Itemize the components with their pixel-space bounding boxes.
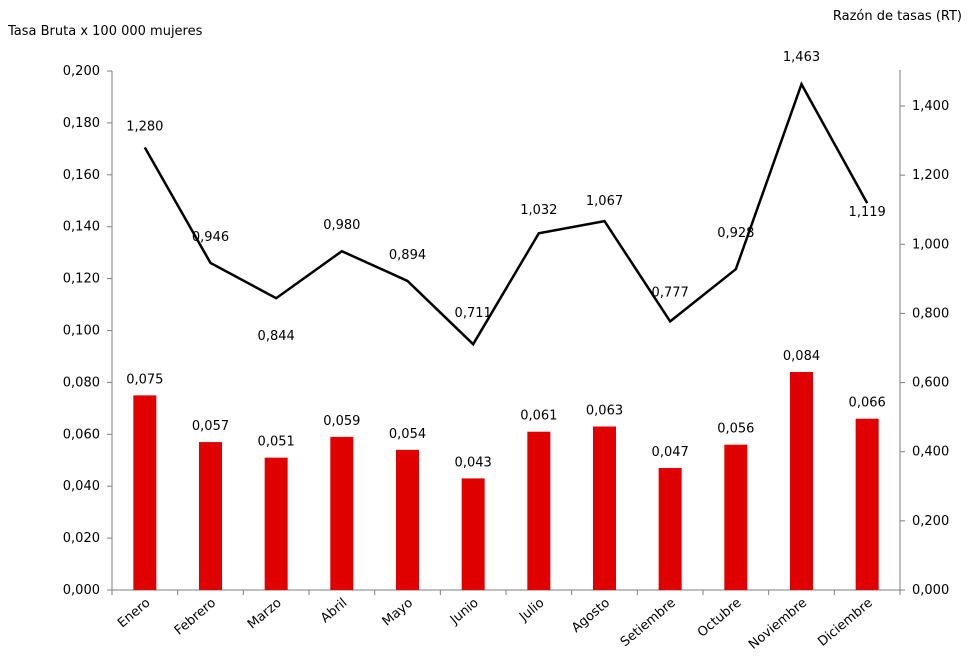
bar — [658, 468, 682, 590]
bar-data-label: 0,043 — [455, 455, 492, 470]
line-data-label: 0,946 — [192, 230, 229, 245]
y-left-tick-label: 0,020 — [63, 531, 100, 546]
bar-data-label: 0,061 — [520, 409, 557, 424]
bar — [790, 372, 813, 590]
line-data-label: 0,894 — [389, 248, 426, 263]
x-tick-label: Marzo — [245, 596, 285, 633]
x-tick-label: Agosto — [569, 596, 613, 636]
bar — [396, 449, 419, 590]
y-right-tick-label: 1,200 — [912, 168, 949, 183]
x-tick-label: Julio — [516, 596, 547, 626]
y-left-tick-label: 0,100 — [63, 324, 100, 339]
line-data-label: 0,711 — [455, 306, 492, 321]
x-tick-label: Enero — [115, 596, 153, 632]
y-axis-left-title: Tasa Bruta x 100 000 mujeres — [8, 24, 203, 39]
bar-data-label: 0,051 — [258, 435, 295, 450]
y-axis-right-title: Razón de tasas (RT) — [832, 9, 962, 24]
bar-data-label: 0,075 — [126, 372, 163, 387]
rate-ratio-line — [143, 81, 869, 347]
y-right-tick-label: 0,200 — [912, 514, 949, 529]
x-tick-label: Setiembre — [618, 596, 679, 651]
line-data-label: 1,280 — [126, 119, 163, 134]
bar-data-label: 0,066 — [849, 396, 886, 411]
y-right-tick-label: 0,600 — [912, 376, 949, 391]
x-tick-label: Abril — [318, 596, 350, 627]
bar — [724, 444, 748, 590]
line-data-label: 0,980 — [323, 218, 360, 233]
line-data-label: 1,119 — [849, 205, 886, 220]
x-tick-label: Junio — [447, 596, 482, 629]
y-right-tick-label: 1,000 — [912, 237, 949, 252]
bar-data-label: 0,059 — [323, 414, 360, 429]
x-tick-label: Mayo — [380, 596, 416, 630]
line-data-label: 1,032 — [520, 203, 557, 218]
y-left-tick-label: 0,060 — [63, 427, 100, 442]
y-left-tick-label: 0,040 — [63, 479, 100, 494]
bar-data-label: 0,063 — [586, 404, 623, 419]
y-left-tick-label: 0,140 — [63, 220, 100, 235]
bar — [330, 436, 354, 590]
bar — [199, 442, 222, 590]
x-tick-label: Noviembre — [746, 596, 810, 653]
y-right-tick-label: 0,800 — [912, 306, 949, 321]
bar — [264, 457, 288, 590]
line-data-label: 0,928 — [717, 226, 754, 241]
bar — [593, 426, 616, 590]
bar — [461, 478, 485, 590]
y-left-tick-label: 0,200 — [63, 64, 100, 79]
bar — [855, 418, 879, 590]
y-left-tick-label: 0,160 — [63, 168, 100, 183]
bar-data-label: 0,057 — [192, 419, 229, 434]
line-data-label: 1,067 — [586, 194, 623, 209]
bar — [527, 431, 551, 590]
x-tick-label: Diciembre — [815, 596, 875, 650]
y-left-tick-label: 0,000 — [63, 583, 100, 598]
x-tick-label: Febrero — [172, 596, 219, 639]
bar-data-label: 0,047 — [652, 445, 689, 460]
x-tick-label: Octubre — [695, 596, 745, 641]
y-right-tick-label: 0,400 — [912, 445, 949, 460]
line-data-label: 0,844 — [258, 329, 295, 344]
bar — [133, 395, 157, 590]
y-right-tick-label: 0,000 — [912, 583, 949, 598]
y-left-tick-label: 0,080 — [63, 375, 100, 390]
y-right-tick-label: 1,400 — [912, 99, 949, 114]
line-data-label: 0,777 — [652, 285, 689, 300]
bar-data-label: 0,084 — [783, 349, 820, 364]
bar-data-label: 0,056 — [717, 422, 754, 437]
line-data-label: 1,463 — [783, 50, 820, 65]
y-left-tick-label: 0,120 — [63, 272, 100, 287]
y-left-tick-label: 0,180 — [63, 116, 100, 131]
bar-data-label: 0,054 — [389, 427, 426, 442]
